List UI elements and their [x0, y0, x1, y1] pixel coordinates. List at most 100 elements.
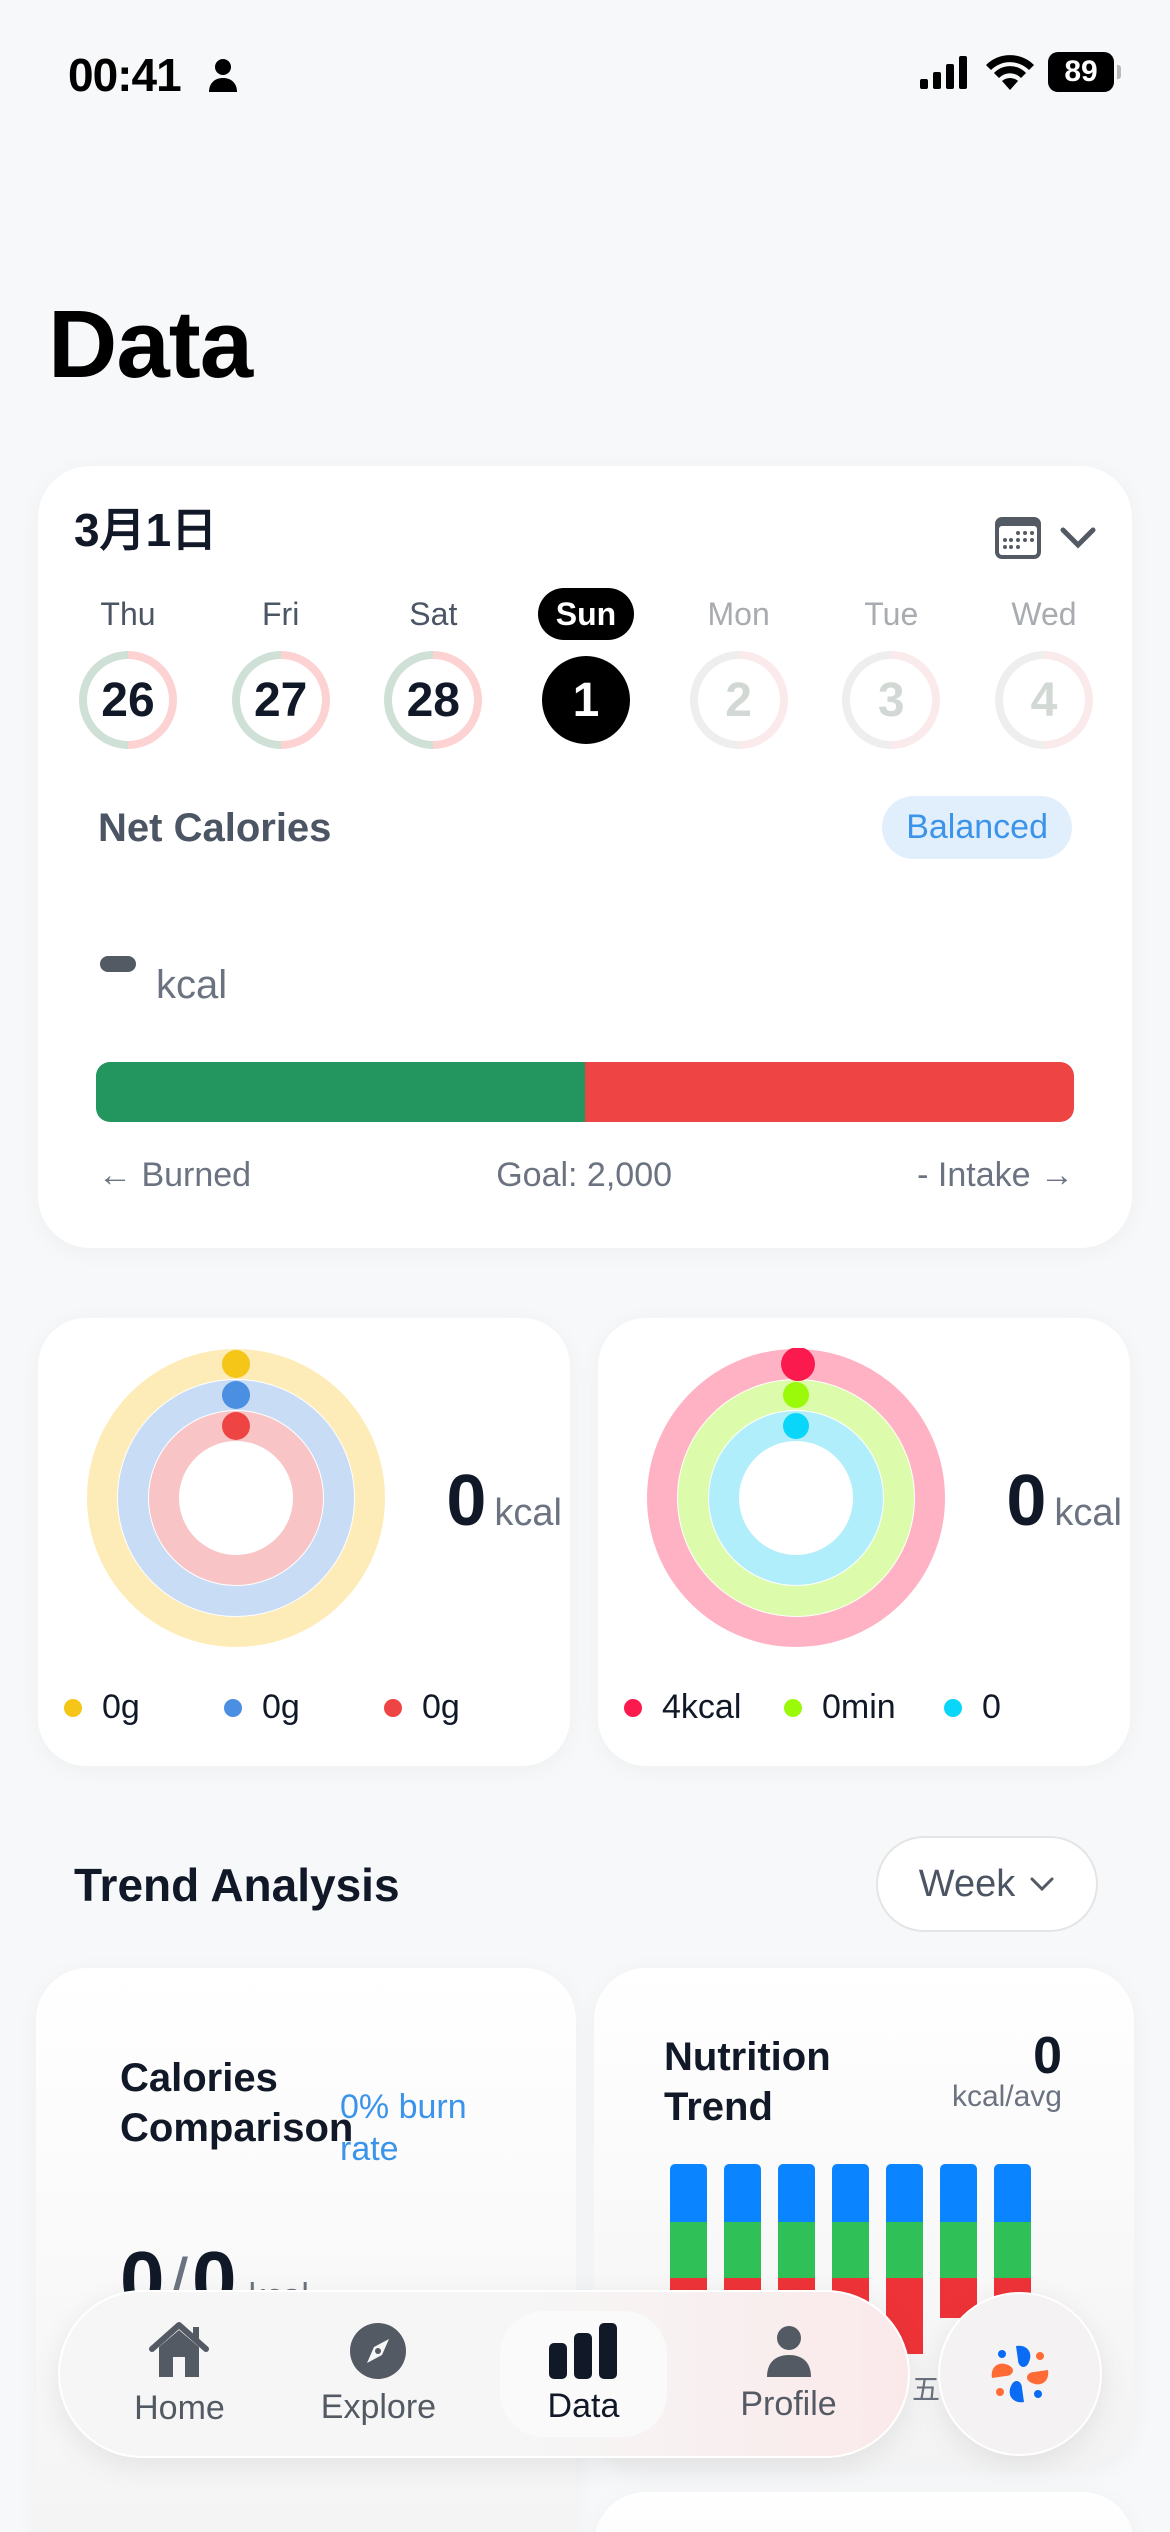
- status-icons: 89: [920, 52, 1121, 92]
- day-wed[interactable]: Wed 4: [982, 588, 1106, 750]
- date-label: 3月1日: [74, 504, 218, 556]
- activity-rings-card[interactable]: 0 kcal 4kcal 0min 0: [598, 1318, 1130, 1766]
- legend-item-stand: 0: [944, 1688, 1104, 1727]
- day-thu[interactable]: Thu 26: [66, 588, 190, 750]
- calendar-button[interactable]: [994, 516, 1096, 560]
- legend-value: 0g: [102, 1688, 140, 1726]
- activity-total-unit: kcal: [1054, 1492, 1122, 1534]
- day-ring: 3: [841, 650, 941, 750]
- macro-rings-chart: [87, 1349, 385, 1647]
- day-progress-ring: [842, 651, 941, 749]
- bar-axis-label: 五: [912, 2374, 941, 2405]
- day-ring: 2: [689, 650, 789, 750]
- net-calories-value: kcal: [100, 956, 227, 1008]
- pink-dot-icon: [624, 1698, 642, 1717]
- day-ring: 4: [994, 650, 1094, 750]
- nutrition-total-value: 0: [446, 1461, 487, 1541]
- net-value-placeholder: [100, 956, 136, 972]
- day-tue[interactable]: Tue 3: [829, 588, 953, 750]
- net-calories-bar: [96, 1062, 1074, 1122]
- tab-explore[interactable]: Explore: [279, 2311, 478, 2437]
- app-logo-icon: [991, 2345, 1049, 2403]
- chart-bar: [940, 2164, 977, 2354]
- day-name: Tue: [864, 595, 919, 632]
- nutrition-total: 0 kcal: [446, 1460, 562, 1542]
- nutrition-total-unit: kcal: [494, 1492, 562, 1534]
- tab-home[interactable]: Home: [80, 2311, 279, 2437]
- day-name: Sun: [537, 588, 635, 640]
- period-select[interactable]: Week: [876, 1836, 1098, 1932]
- chevron-down-icon: [1030, 1877, 1054, 1892]
- day-ring: 27: [231, 650, 331, 750]
- tab-data[interactable]: Data: [499, 2311, 668, 2437]
- nutrition-legend: 0g 0g 0g: [64, 1688, 544, 1727]
- nutrition-trend-unit: kcal/avg: [951, 2080, 1062, 2113]
- chevron-down-icon: [1060, 527, 1096, 549]
- day-number: 3: [877, 673, 905, 727]
- day-mon[interactable]: Mon 2: [677, 588, 801, 750]
- day-name: Wed: [1011, 595, 1077, 632]
- net-calories-labels: ← Burned Goal: 2,000 - Intake →: [98, 1156, 1074, 1195]
- legend-value: 0: [982, 1688, 1001, 1726]
- signal-icon: [920, 56, 967, 89]
- day-number: 26: [101, 673, 155, 727]
- home-icon: [149, 2321, 210, 2377]
- next-trend-card[interactable]: [594, 2492, 1134, 2532]
- net-calories-unit: kcal: [156, 963, 228, 1007]
- day-sun[interactable]: Sun 1: [524, 588, 648, 750]
- tab-label: Data: [547, 2386, 620, 2425]
- tab-label: Explore: [320, 2387, 437, 2426]
- status-badge: Balanced: [882, 796, 1072, 859]
- day-name: Mon: [707, 595, 770, 632]
- day-ring: 26: [78, 650, 178, 750]
- legend-item-carbs: 0g: [64, 1688, 224, 1727]
- legend-value: 0g: [422, 1688, 460, 1726]
- calories-comparison-title: Calories Comparison: [120, 2056, 354, 2150]
- legend-value: 4kcal: [662, 1688, 742, 1726]
- day-ring: 28: [383, 650, 483, 750]
- cyan-dot-icon: [944, 1698, 962, 1717]
- day-name: Sat: [409, 595, 458, 632]
- blue-dot-icon: [224, 1698, 242, 1717]
- legend-item-protein: 0g: [224, 1688, 384, 1727]
- battery-indicator: 89: [1048, 52, 1121, 92]
- trend-analysis-title: Trend Analysis: [74, 1859, 400, 1911]
- bar-chart-icon: [549, 2322, 618, 2379]
- intake-segment: [585, 1062, 1074, 1122]
- day-number: 2: [725, 673, 752, 727]
- day-progress-ring: [231, 651, 330, 749]
- battery-level: 89: [1064, 55, 1098, 88]
- day-fri[interactable]: Fri 27: [219, 588, 343, 750]
- net-calories-title: Net Calories: [98, 806, 332, 850]
- burned-label: ← Burned: [98, 1156, 252, 1194]
- burned-segment: [96, 1062, 585, 1122]
- person-status-icon: [209, 59, 237, 92]
- date-card: 3月1日 Thu 26 Fri 27 Sat 28: [38, 466, 1132, 1248]
- status-bar: 00:41 89: [0, 0, 1170, 150]
- intake-label: - Intake →: [917, 1156, 1074, 1194]
- person-icon: [766, 2325, 811, 2377]
- activity-rings-chart: [647, 1348, 945, 1647]
- day-number: 4: [1030, 673, 1058, 727]
- day-progress-ring: [79, 651, 177, 749]
- day-ring-selected: 1: [541, 656, 630, 744]
- assistant-button[interactable]: [938, 2292, 1102, 2456]
- page-title: Data: [48, 291, 253, 398]
- tab-label: Home: [134, 2388, 225, 2427]
- status-time: 00:41: [68, 49, 182, 101]
- nutrition-rings-card[interactable]: 0 kcal 0g 0g 0g: [38, 1318, 570, 1766]
- day-number: 28: [406, 673, 460, 727]
- wifi-icon: [986, 55, 1034, 90]
- legend-item-exercise: 0min: [784, 1688, 944, 1727]
- compass-icon: [350, 2322, 407, 2379]
- calendar-icon: [995, 517, 1041, 559]
- green-dot-icon: [784, 1698, 802, 1717]
- legend-value: 0min: [822, 1688, 896, 1726]
- activity-total: 0 kcal: [1006, 1460, 1122, 1542]
- day-number: 27: [253, 673, 308, 727]
- red-dot-icon: [384, 1698, 402, 1717]
- day-progress-ring: [384, 651, 483, 749]
- tab-profile[interactable]: Profile: [689, 2311, 888, 2437]
- tab-bar: Home Explore Data Profile: [58, 2290, 910, 2458]
- day-sat[interactable]: Sat 28: [371, 588, 495, 750]
